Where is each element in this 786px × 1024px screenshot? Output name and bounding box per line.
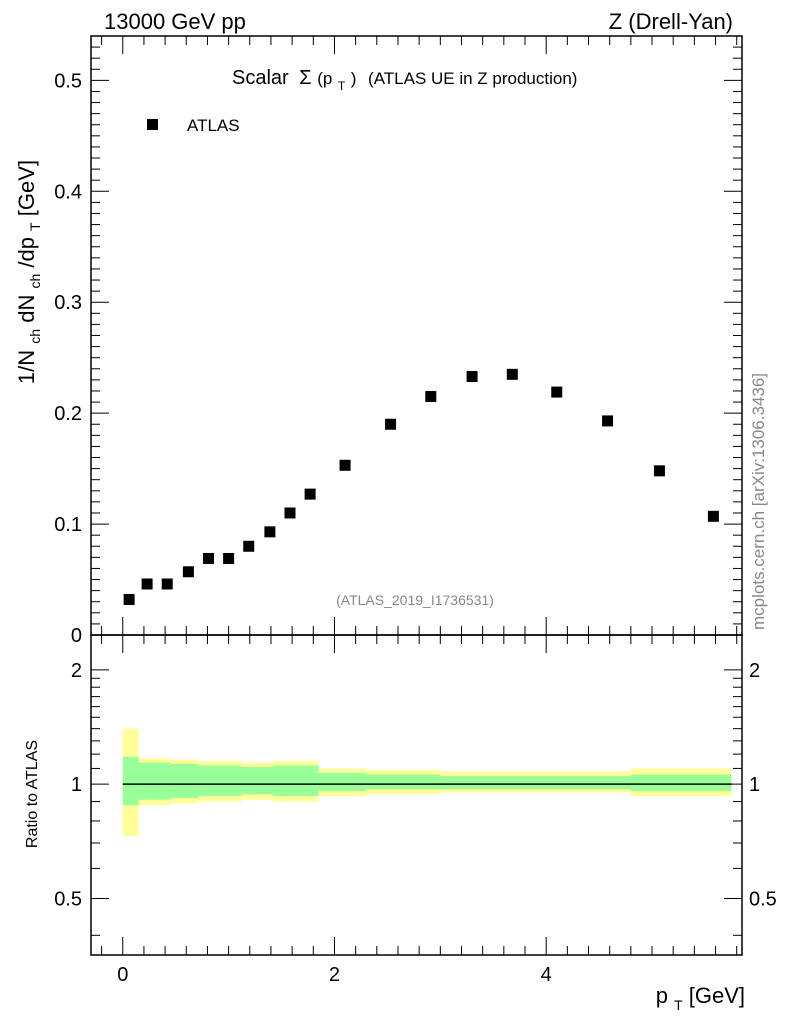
y-tick-label: 0.3 bbox=[54, 292, 82, 314]
x-tick-label: 0 bbox=[117, 964, 128, 986]
process-label: Z (Drell-Yan) bbox=[609, 9, 733, 34]
main-data-points bbox=[123, 368, 719, 606]
legend-marker bbox=[147, 119, 158, 130]
x-axis-label: p T [GeV] bbox=[656, 983, 745, 1015]
xlabel-sub: T bbox=[674, 997, 683, 1013]
y-tick-label: 0.1 bbox=[54, 514, 82, 536]
data-point bbox=[243, 540, 255, 552]
data-point bbox=[284, 507, 296, 519]
y-tick-label: 0.4 bbox=[54, 181, 82, 203]
data-point bbox=[123, 594, 135, 606]
data-point bbox=[182, 566, 194, 578]
ratio-panel: 0 2 4 0.5 0.5 1 1 2 2 Ratio to ATLAS p T [GeV] bbox=[24, 634, 777, 1015]
ratio-axis-ticks: 0 2 4 0.5 0.5 1 1 2 2 bbox=[54, 635, 777, 986]
ratio-bands bbox=[122, 728, 732, 837]
ylabel-part-6: T bbox=[27, 222, 43, 231]
inner-uncertainty-band bbox=[198, 765, 242, 797]
data-point bbox=[425, 391, 437, 403]
data-point bbox=[304, 488, 316, 500]
y-tick-label: 0.2 bbox=[54, 403, 82, 425]
data-point bbox=[707, 510, 719, 522]
title-p: (p bbox=[317, 69, 332, 88]
x-tick-label: 4 bbox=[541, 964, 552, 986]
ratio-y-tick-label-right: 2 bbox=[749, 660, 760, 682]
title-sigma: Σ bbox=[299, 67, 311, 89]
inner-uncertainty-band bbox=[122, 756, 139, 806]
xlabel-unit: [GeV] bbox=[689, 983, 745, 1008]
inner-uncertainty-band bbox=[241, 766, 274, 795]
ratio-y-tick-label-right: 1 bbox=[749, 774, 760, 796]
main-axis-ticks: 0 0.1 0.2 0.3 0.4 0.5 bbox=[54, 35, 742, 647]
data-point bbox=[466, 371, 478, 383]
data-point bbox=[141, 578, 153, 590]
inner-uncertainty-band bbox=[138, 762, 171, 800]
energy-label: 13000 GeV pp bbox=[104, 9, 246, 34]
y-tick-label: 0.5 bbox=[54, 70, 82, 92]
inner-uncertainty-band bbox=[170, 763, 199, 798]
ylabel-part-5: /dp bbox=[14, 237, 39, 268]
chart-title: Scalar Σ (p T ) (ATLAS UE in Z productio… bbox=[232, 67, 577, 95]
inner-uncertainty-band bbox=[318, 772, 367, 791]
x-tick-label: 2 bbox=[329, 964, 340, 986]
y-axis-label: 1/N ch dN ch /dp T [GeV] bbox=[14, 160, 45, 384]
y-tick-label: 0 bbox=[71, 625, 82, 647]
data-point bbox=[602, 415, 614, 427]
ylabel-part-1: 1/N bbox=[14, 350, 39, 384]
inner-uncertainty-band bbox=[440, 776, 631, 790]
title-close: ) bbox=[351, 69, 357, 88]
data-point bbox=[653, 465, 665, 477]
ylabel-part-3: dN bbox=[14, 295, 39, 323]
ylabel-part-7: [GeV] bbox=[14, 160, 39, 216]
analysis-reference: (ATLAS_2019_I1736531) bbox=[336, 592, 494, 608]
data-point bbox=[161, 578, 173, 590]
ratio-plot-frame bbox=[90, 634, 743, 956]
title-rest: (ATLAS UE in Z production) bbox=[368, 69, 577, 88]
data-point bbox=[264, 526, 276, 538]
ratio-y-label: Ratio to ATLAS bbox=[24, 740, 41, 848]
xlabel-p: p bbox=[656, 983, 668, 1008]
title-main: Scalar bbox=[232, 67, 289, 89]
ratio-y-tick-label: 1 bbox=[71, 774, 82, 796]
data-point bbox=[202, 552, 214, 564]
inner-uncertainty-band bbox=[630, 774, 732, 791]
data-point bbox=[223, 552, 235, 564]
title-sub: T bbox=[338, 79, 346, 93]
data-point bbox=[385, 418, 397, 430]
ylabel-part-4: ch bbox=[27, 274, 43, 289]
main-panel: 0 0.1 0.2 0.3 0.4 0.5 Scalar Σ (p T ) (ATLAS … bbox=[14, 35, 743, 647]
ylabel-part-2: ch bbox=[27, 329, 43, 344]
inner-uncertainty-band bbox=[366, 774, 441, 790]
main-plot-frame bbox=[90, 35, 743, 636]
side-source-label: mcplots.cern.ch [arXiv:1306.3436] bbox=[749, 373, 768, 630]
legend-label: ATLAS bbox=[187, 116, 240, 135]
inner-uncertainty-band bbox=[273, 765, 319, 797]
ratio-y-tick-label: 2 bbox=[71, 660, 82, 682]
data-point bbox=[339, 459, 351, 471]
data-point bbox=[506, 368, 518, 380]
ratio-y-tick-label-right: 0.5 bbox=[749, 889, 777, 911]
ratio-y-tick-label: 0.5 bbox=[54, 889, 82, 911]
data-point bbox=[551, 386, 563, 398]
